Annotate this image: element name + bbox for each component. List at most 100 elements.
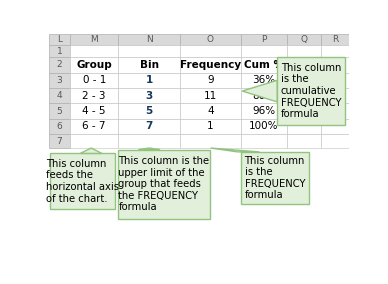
FancyBboxPatch shape <box>50 153 115 209</box>
Bar <box>241 73 287 88</box>
Bar <box>287 88 321 103</box>
Text: 11: 11 <box>204 91 217 101</box>
Text: 80%: 80% <box>253 91 275 101</box>
Bar <box>118 73 180 88</box>
Bar <box>118 134 180 148</box>
Bar <box>321 88 349 103</box>
Bar <box>118 45 180 57</box>
Text: 4: 4 <box>57 91 62 100</box>
Bar <box>118 119 180 134</box>
Bar <box>241 88 287 103</box>
Text: 0 - 1: 0 - 1 <box>83 75 106 85</box>
Text: 7: 7 <box>57 137 62 146</box>
Bar <box>180 88 241 103</box>
Bar <box>180 34 241 45</box>
Bar <box>321 119 349 134</box>
Bar <box>48 57 70 73</box>
Bar <box>48 73 70 88</box>
Bar <box>180 57 241 73</box>
Bar <box>48 88 70 103</box>
Text: 36%: 36% <box>252 75 275 85</box>
Text: O: O <box>207 35 214 44</box>
FancyBboxPatch shape <box>241 152 309 204</box>
Polygon shape <box>242 80 277 102</box>
Bar <box>48 34 70 45</box>
Polygon shape <box>80 148 102 153</box>
Text: 1: 1 <box>146 75 153 85</box>
FancyBboxPatch shape <box>118 150 210 219</box>
Text: This column is the
upper limit of the
group that feeds
the FREQUENCY
formula: This column is the upper limit of the gr… <box>118 156 210 212</box>
Text: 9: 9 <box>207 75 214 85</box>
Text: 4 - 5: 4 - 5 <box>83 106 106 116</box>
Text: 4: 4 <box>207 106 214 116</box>
Bar <box>180 73 241 88</box>
Bar <box>70 134 118 148</box>
Bar <box>70 88 118 103</box>
Text: This column
is the
cumulative
FREQUENCY
formula: This column is the cumulative FREQUENCY … <box>281 63 341 119</box>
Bar <box>70 73 118 88</box>
Bar <box>70 34 118 45</box>
Bar <box>241 134 287 148</box>
Bar <box>287 73 321 88</box>
Text: Bin: Bin <box>140 60 159 70</box>
Bar <box>321 103 349 119</box>
Text: 96%: 96% <box>252 106 275 116</box>
Text: 3: 3 <box>146 91 153 101</box>
Text: 1: 1 <box>207 122 214 131</box>
Text: 7: 7 <box>146 122 153 131</box>
Text: 3: 3 <box>57 76 62 85</box>
Bar <box>180 134 241 148</box>
Bar <box>241 34 287 45</box>
Bar <box>118 103 180 119</box>
Bar <box>287 34 321 45</box>
Text: R: R <box>332 35 338 44</box>
Text: 1: 1 <box>57 47 62 55</box>
Bar <box>118 57 180 73</box>
Text: 2: 2 <box>57 60 62 69</box>
Bar <box>70 57 118 73</box>
Bar <box>241 57 287 73</box>
Text: Q: Q <box>301 35 308 44</box>
Text: P: P <box>261 35 267 44</box>
Polygon shape <box>210 148 259 152</box>
Text: Cum %: Cum % <box>244 60 284 70</box>
Text: Frequency: Frequency <box>180 60 241 70</box>
Text: Group: Group <box>76 60 112 70</box>
Text: This column
is the
FREQUENCY
formula: This column is the FREQUENCY formula <box>244 156 305 201</box>
Text: N: N <box>146 35 152 44</box>
Bar <box>180 103 241 119</box>
Bar <box>287 103 321 119</box>
Bar <box>321 57 349 73</box>
Bar <box>321 134 349 148</box>
Bar <box>321 45 349 57</box>
Bar <box>287 57 321 73</box>
Bar <box>118 88 180 103</box>
Bar <box>321 34 349 45</box>
Text: 2 - 3: 2 - 3 <box>83 91 106 101</box>
Text: M: M <box>90 35 98 44</box>
Bar <box>287 45 321 57</box>
Bar <box>70 103 118 119</box>
Bar <box>48 103 70 119</box>
Text: 5: 5 <box>146 106 153 116</box>
Bar <box>48 119 70 134</box>
Bar <box>48 45 70 57</box>
Bar <box>287 119 321 134</box>
Bar <box>241 45 287 57</box>
Text: L: L <box>57 35 62 44</box>
Polygon shape <box>139 148 160 150</box>
Text: 6: 6 <box>57 122 62 131</box>
Bar <box>48 134 70 148</box>
Bar <box>287 134 321 148</box>
Bar <box>321 73 349 88</box>
Bar <box>180 45 241 57</box>
Bar <box>241 103 287 119</box>
Bar <box>241 119 287 134</box>
FancyBboxPatch shape <box>277 57 345 125</box>
Bar <box>70 119 118 134</box>
Text: 100%: 100% <box>249 122 279 131</box>
Text: 5: 5 <box>57 106 62 116</box>
Bar <box>180 119 241 134</box>
Bar <box>70 45 118 57</box>
Text: This column
feeds the
horizontal axis
of the chart.: This column feeds the horizontal axis of… <box>46 159 119 204</box>
